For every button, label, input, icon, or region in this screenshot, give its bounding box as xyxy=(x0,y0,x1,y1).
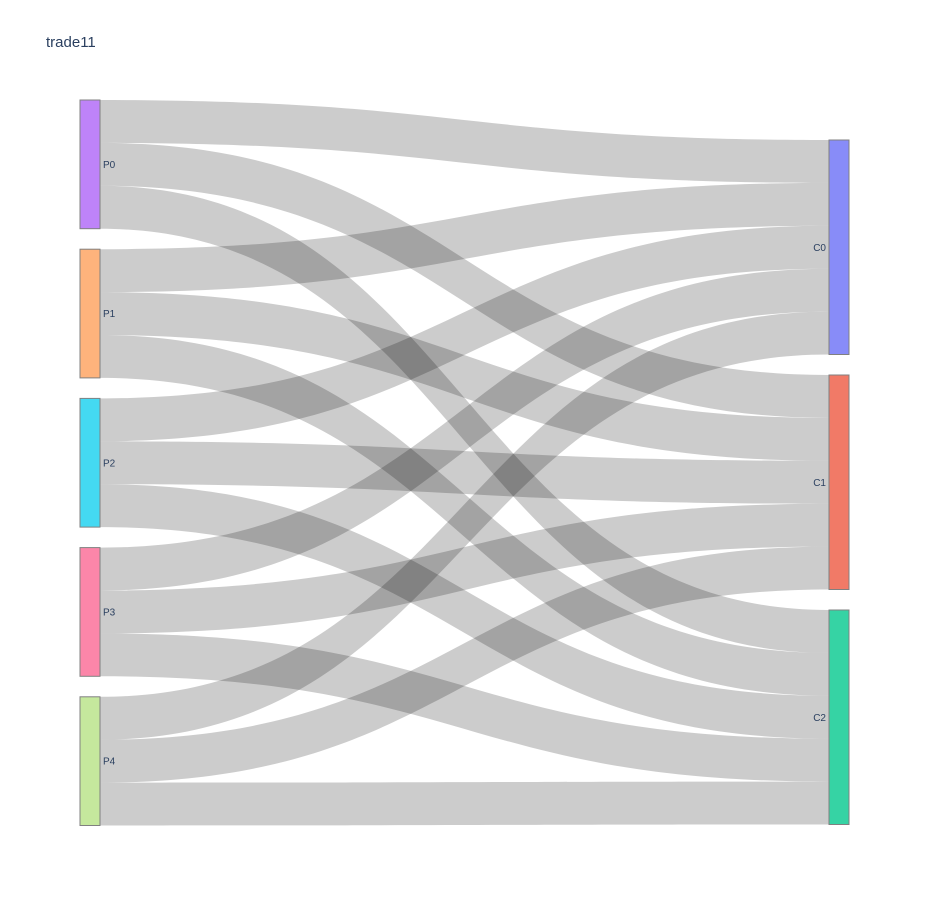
node-P3[interactable] xyxy=(79,547,101,677)
chart-title: trade11 xyxy=(46,34,96,51)
link-P2-C0[interactable] xyxy=(100,225,829,442)
link-P2-C1[interactable] xyxy=(100,441,829,504)
link-P3-C0[interactable] xyxy=(100,268,829,591)
link-P0-C1[interactable] xyxy=(100,142,829,418)
link-P1-C2[interactable] xyxy=(100,335,829,696)
link-P3-C2[interactable] xyxy=(100,633,829,782)
link-P1-C0[interactable] xyxy=(100,182,829,293)
node-P2[interactable] xyxy=(79,397,101,528)
node-P0[interactable] xyxy=(79,99,101,230)
node-label-P4: P4 xyxy=(103,757,116,768)
link-P4-C2[interactable] xyxy=(100,781,829,826)
node-C2[interactable] xyxy=(828,609,850,825)
link-P2-C2[interactable] xyxy=(100,484,829,739)
node-label-P2: P2 xyxy=(103,458,116,469)
node-label-C0: C0 xyxy=(813,243,826,254)
node-C0[interactable] xyxy=(828,139,850,355)
link-P4-C0[interactable] xyxy=(100,311,829,740)
node-P4[interactable] xyxy=(79,696,101,826)
link-P1-C1[interactable] xyxy=(100,292,829,461)
node-P1[interactable] xyxy=(79,248,101,379)
node-label-P3: P3 xyxy=(103,607,116,618)
node-label-C1: C1 xyxy=(813,478,826,489)
node-label-C2: C2 xyxy=(813,713,826,724)
node-label-P1: P1 xyxy=(103,309,116,320)
link-P3-C1[interactable] xyxy=(100,503,829,634)
links-layer xyxy=(100,100,829,826)
link-P4-C1[interactable] xyxy=(100,546,829,783)
nodes-layer: P0 P1 P2 P3 P4 C0 C1 C2 xyxy=(79,99,850,826)
node-label-P0: P0 xyxy=(103,160,116,171)
node-C1[interactable] xyxy=(828,374,850,590)
link-P0-C2[interactable] xyxy=(100,185,829,653)
link-P0-C0[interactable] xyxy=(100,100,829,183)
